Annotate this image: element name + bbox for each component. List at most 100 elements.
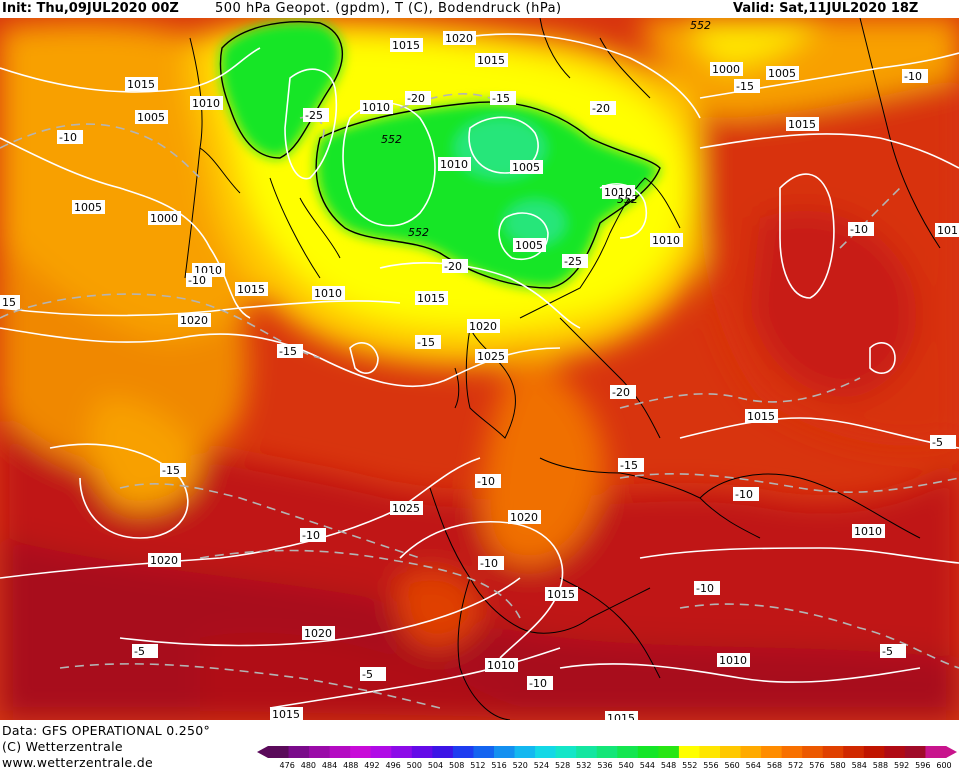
svg-text:-5: -5 xyxy=(932,436,943,449)
color-legend-swatches xyxy=(257,746,957,758)
isobar-label: 1015 xyxy=(415,291,448,305)
svg-text:1010: 1010 xyxy=(192,97,220,110)
legend-swatch xyxy=(288,746,310,758)
svg-text:-15: -15 xyxy=(736,80,754,93)
isobar-label: 1010 xyxy=(717,653,750,667)
svg-text:1025: 1025 xyxy=(392,502,420,515)
isobar-label: 1010 xyxy=(312,286,345,300)
legend-swatch xyxy=(576,746,598,758)
isobar-label: 1015 xyxy=(125,77,158,91)
temperature-label: -10 xyxy=(478,556,504,570)
isobar-label: 1020 xyxy=(467,319,500,333)
temperature-label: -5 xyxy=(132,644,158,658)
isobar-label: 1000 xyxy=(148,211,181,225)
svg-text:-20: -20 xyxy=(612,386,630,399)
legend-tick-label: 528 xyxy=(555,761,570,770)
svg-text:1010: 1010 xyxy=(604,186,632,199)
legend-tick-label: 480 xyxy=(301,761,316,770)
isobar-label: 1010 xyxy=(438,157,471,171)
svg-text:1010: 1010 xyxy=(854,525,882,538)
svg-text:1000: 1000 xyxy=(712,63,740,76)
isobar-label: 1010 xyxy=(485,658,518,672)
temperature-label: -5 xyxy=(930,435,956,449)
data-source-text: Data: GFS OPERATIONAL 0.250° xyxy=(2,723,211,738)
isobar-label: 1015 xyxy=(545,587,578,601)
legend-swatch xyxy=(740,746,762,758)
legend-swatch xyxy=(473,746,495,758)
legend-tick-label: 520 xyxy=(513,761,528,770)
isobar-label: 1020 xyxy=(178,313,211,327)
svg-text:-5: -5 xyxy=(134,645,145,658)
isobar-label: 1025 xyxy=(390,501,423,515)
isobar-label: 1020 xyxy=(508,510,541,524)
svg-text:-10: -10 xyxy=(850,223,868,236)
legend-swatch xyxy=(514,746,536,758)
svg-text:-20: -20 xyxy=(407,92,425,105)
legend-swatch xyxy=(843,746,865,758)
legend-tick-label: 580 xyxy=(830,761,845,770)
temperature-label: -15 xyxy=(415,335,441,349)
temperature-label: -20 xyxy=(590,101,616,115)
product-title: 500 hPa Geopot. (gpdm), T (C), Bodendruc… xyxy=(215,1,562,16)
legend-swatch xyxy=(494,746,516,758)
svg-text:1015: 1015 xyxy=(788,118,816,131)
legend-tick-label: 504 xyxy=(428,761,443,770)
temperature-label: -20 xyxy=(442,259,468,273)
legend-swatch xyxy=(637,746,659,758)
legend-swatch xyxy=(720,746,742,758)
legend-tick-label: 564 xyxy=(746,761,761,770)
legend-tick-label: 508 xyxy=(449,761,464,770)
legend-swatch xyxy=(596,746,618,758)
temperature-label: -20 xyxy=(610,385,636,399)
legend-tick-label: 524 xyxy=(534,761,549,770)
svg-text:101: 101 xyxy=(937,224,958,237)
svg-text:-15: -15 xyxy=(417,336,435,349)
svg-text:-5: -5 xyxy=(882,645,893,658)
svg-text:-20: -20 xyxy=(592,102,610,115)
isobar-label: 1015 xyxy=(235,282,268,296)
legend-swatch xyxy=(329,746,351,758)
svg-text:15: 15 xyxy=(2,296,16,309)
geopotential-labels: 552 552 552 552 xyxy=(381,19,711,239)
svg-text:1005: 1005 xyxy=(137,111,165,124)
svg-text:1015: 1015 xyxy=(607,712,635,720)
isobar-label: 1015 xyxy=(270,707,303,720)
svg-text:1020: 1020 xyxy=(304,627,332,640)
legend-swatch xyxy=(781,746,803,758)
svg-text:-10: -10 xyxy=(477,475,495,488)
legend-swatch xyxy=(699,746,721,758)
legend-tick-label: 592 xyxy=(894,761,909,770)
temperature-label: -10 xyxy=(694,581,720,595)
svg-text:1015: 1015 xyxy=(237,283,265,296)
legend-tick-label: 532 xyxy=(576,761,591,770)
temperature-label: -10 xyxy=(527,676,553,690)
isobar-label: 1020 xyxy=(443,31,476,45)
svg-text:1025: 1025 xyxy=(477,350,505,363)
temperature-label: 15 xyxy=(0,295,20,309)
isobar-label: 1010 xyxy=(602,185,635,199)
svg-text:1010: 1010 xyxy=(487,659,515,672)
legend-swatch xyxy=(432,746,454,758)
isobar-label: 1020 xyxy=(148,553,181,567)
legend-tick-label: 536 xyxy=(597,761,612,770)
legend-swatch xyxy=(452,746,474,758)
copyright-text: (C) Wetterzentrale xyxy=(2,739,123,754)
svg-text:1005: 1005 xyxy=(768,67,796,80)
legend-swatch xyxy=(884,746,906,758)
legend-swatch xyxy=(822,746,844,758)
svg-text:1015: 1015 xyxy=(747,410,775,423)
temperature-label: -5 xyxy=(360,667,386,681)
svg-text:-10: -10 xyxy=(59,131,77,144)
svg-text:1020: 1020 xyxy=(469,320,497,333)
chart-footer: Data: GFS OPERATIONAL 0.250° (C) Wetterz… xyxy=(0,720,959,770)
temperature-label: -15 xyxy=(490,91,516,105)
isobar-label: 1005 xyxy=(510,160,543,174)
legend-tick-label: 596 xyxy=(915,761,930,770)
chart-header: Init: Thu,09JUL2020 00Z 500 hPa Geopot. … xyxy=(0,0,959,18)
isobar-label: 1005 xyxy=(513,238,546,252)
svg-text:1010: 1010 xyxy=(314,287,342,300)
legend-swatch xyxy=(411,746,433,758)
temperature-label: -10 xyxy=(300,528,326,542)
legend-tick-label: 544 xyxy=(640,761,655,770)
isobar-label: 1005 xyxy=(766,66,799,80)
